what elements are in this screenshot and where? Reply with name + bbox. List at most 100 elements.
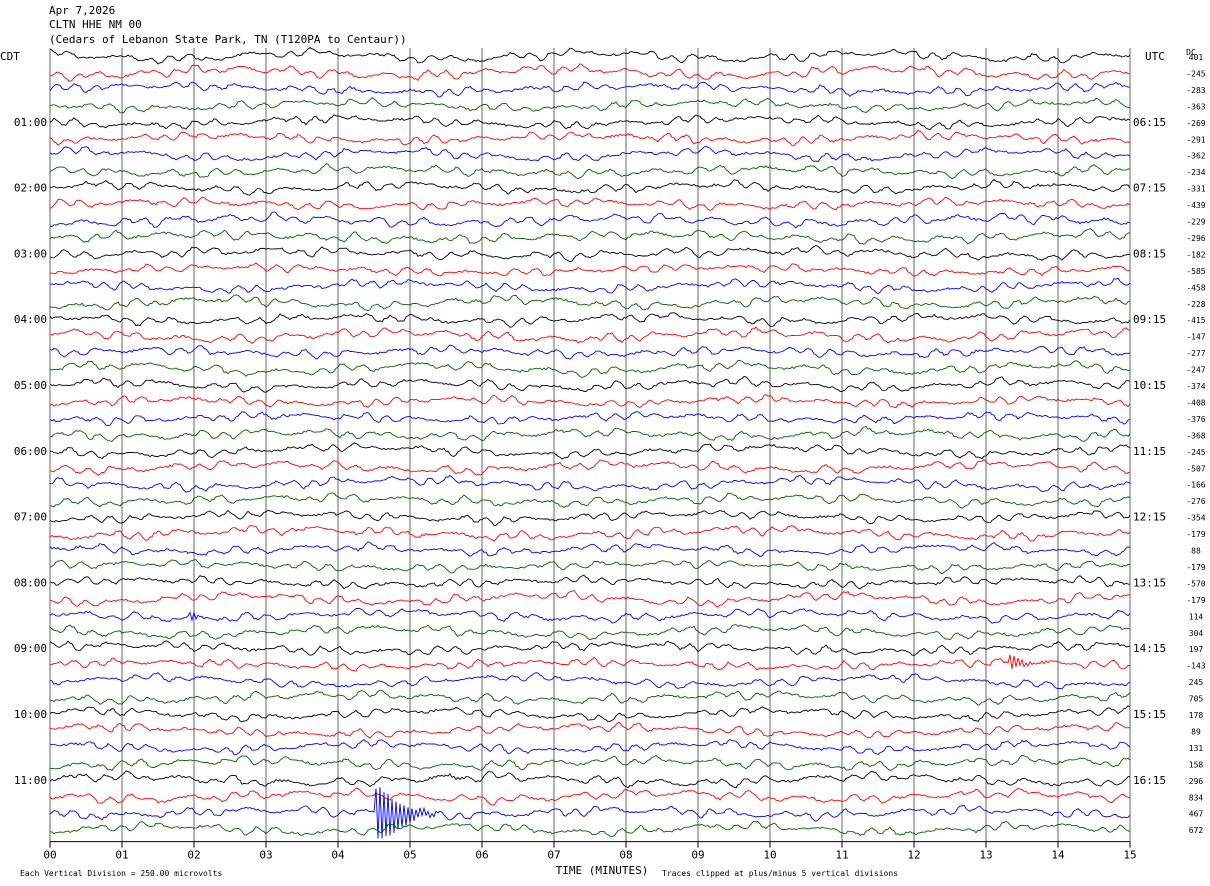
trace-line	[49, 589, 1131, 608]
dc-offset-label: 197	[1189, 645, 1204, 654]
dc-offset-label: -269	[1186, 119, 1205, 128]
dc-offset-label: -245	[1186, 448, 1205, 457]
trace-line	[49, 654, 1130, 672]
dc-offset-label: -182	[1186, 250, 1205, 259]
right-hour-label: 12:15	[1133, 511, 1166, 524]
dc-offset-label: 88	[1191, 547, 1201, 556]
trace-line	[49, 277, 1131, 295]
dc-offset-label: -374	[1186, 382, 1205, 391]
trace-line	[49, 63, 1130, 83]
trace-line	[49, 689, 1131, 706]
trace-line	[49, 721, 1130, 739]
trace-line	[49, 196, 1131, 211]
x-tick-label: 09	[691, 849, 704, 862]
x-tick-label: 05	[403, 849, 416, 862]
dc-offset-label: 89	[1191, 727, 1201, 736]
dc-offset-label: 296	[1189, 777, 1204, 786]
trace-line	[49, 672, 1131, 690]
x-tick-label: 00	[43, 849, 56, 862]
right-hour-label: 15:15	[1133, 708, 1166, 721]
trace-line	[49, 262, 1131, 277]
dc-offset-label: 131	[1189, 744, 1204, 753]
trace-line	[49, 474, 1131, 493]
trace-group	[49, 47, 1131, 839]
footer-clip-note: Traces clipped at plus/minus 5 vertical …	[662, 869, 898, 878]
date-label: Apr 7,2026	[49, 4, 116, 17]
dc-offset-label: 178	[1189, 711, 1204, 720]
trace-line	[49, 294, 1131, 312]
dc-offset-label: 114	[1189, 612, 1204, 621]
trace-line	[49, 574, 1131, 590]
trace-line	[49, 705, 1131, 723]
dc-offset-label: 304	[1189, 629, 1204, 638]
trace-line	[49, 492, 1131, 509]
trace-line	[49, 541, 1131, 558]
right-hour-label: 14:15	[1133, 642, 1166, 655]
dc-offset-label: -179	[1186, 563, 1205, 572]
trace-line	[49, 787, 1131, 806]
x-tick-label: 04	[331, 849, 345, 862]
left-hour-label: 08:00	[14, 576, 47, 589]
x-tick-label: 03	[259, 849, 272, 862]
dc-offset-label: -296	[1186, 234, 1205, 243]
dc-offset-label: -234	[1186, 168, 1205, 177]
dc-label: DC	[1186, 48, 1196, 57]
dc-offset-label: 245	[1189, 678, 1204, 687]
dc-offset-label: -179	[1186, 596, 1205, 605]
x-tick-label: 08	[619, 849, 632, 862]
trace-line	[49, 178, 1131, 196]
dc-offset-label: 705	[1189, 695, 1204, 704]
trace-line	[49, 129, 1131, 147]
dc-offset-label: -229	[1186, 218, 1205, 227]
trace-line	[49, 509, 1131, 526]
dc-offset-label: -179	[1186, 530, 1205, 539]
trace-line	[49, 163, 1131, 180]
x-tick-label: 15	[1123, 849, 1136, 862]
trace-line	[49, 228, 1131, 245]
dc-offset-label: -277	[1186, 349, 1205, 358]
right-hour-label: 16:15	[1133, 774, 1166, 787]
dc-offset-label: -362	[1186, 152, 1205, 161]
dc-offset-label: -570	[1186, 579, 1205, 588]
axis-labels: 00 01 02 03 04 05 06 07 08 09 10 11 12 13 14 15 401 -245 -…	[0, 48, 1206, 878]
right-hour-label: 10:15	[1133, 379, 1166, 392]
station-label: CLTN HHE NM 00	[49, 18, 142, 31]
x-tick-label: 07	[547, 849, 560, 862]
trace-line	[49, 411, 1131, 427]
trace-line	[49, 754, 1131, 771]
trace-line	[49, 145, 1131, 163]
dc-offset-label: -143	[1186, 662, 1205, 671]
trace-line	[49, 607, 1131, 624]
x-tick-label: 06	[475, 849, 488, 862]
dc-offset-label: -245	[1186, 69, 1205, 78]
trace-line	[49, 525, 1131, 542]
dc-offset-label: 834	[1189, 793, 1204, 802]
left-hour-label: 06:00	[14, 445, 47, 458]
x-tick-label: 12	[907, 849, 920, 862]
left-hour-label: 01:00	[14, 116, 47, 129]
dc-offset-label: 467	[1189, 810, 1204, 819]
left-hour-label: 09:00	[14, 642, 47, 655]
right-hour-label: 07:15	[1133, 182, 1166, 195]
grid-lines	[49, 48, 1131, 848]
left-hour-label: 03:00	[14, 247, 47, 260]
footer-scale-note: Each Vertical Division = 250.00 microvol…	[20, 869, 222, 878]
trace-line	[49, 81, 1131, 98]
x-tick-label: 02	[187, 849, 200, 862]
left-hour-label: 02:00	[14, 182, 47, 195]
right-hour-label: 13:15	[1133, 576, 1166, 589]
trace-line	[49, 326, 1131, 345]
trace-line	[49, 97, 1131, 114]
dc-offset-label: -166	[1186, 481, 1205, 490]
right-hour-label: 06:15	[1133, 116, 1166, 129]
x-tick-label: 13	[979, 849, 992, 862]
trace-line	[49, 376, 1131, 393]
left-hour-label: 04:00	[14, 313, 47, 326]
trace-line	[49, 425, 1131, 443]
trace-line	[49, 787, 1131, 839]
dc-offset-label: -363	[1186, 102, 1205, 111]
left-hour-label: 10:00	[14, 708, 47, 721]
trace-line	[49, 738, 1131, 756]
left-axis-title: CDT	[0, 50, 20, 63]
